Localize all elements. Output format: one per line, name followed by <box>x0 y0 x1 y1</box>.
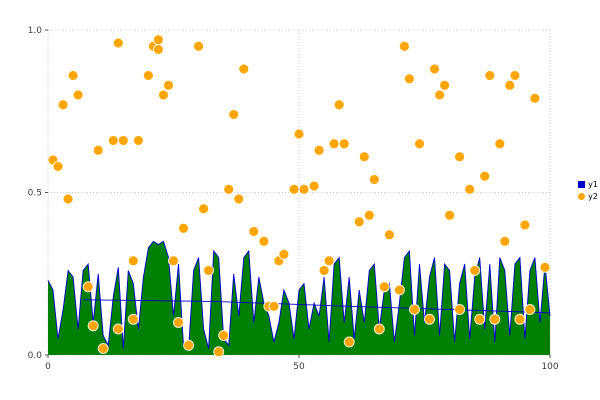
series-y2-scatter <box>47 34 551 358</box>
y-axis-ticks: 0.0 0.5 1.0 <box>28 26 48 361</box>
legend-label-y2: y2 <box>588 192 598 201</box>
x-tick-label: 0 <box>45 362 51 372</box>
legend-label-y1: y1 <box>588 180 598 189</box>
y-tick-label: 0.5 <box>28 189 42 199</box>
legend-item-y1: y1 <box>578 179 598 190</box>
legend-item-y2: y2 <box>578 191 598 202</box>
x-axis-ticks: 0 50 100 <box>45 355 559 372</box>
legend: y1 y2 <box>578 179 598 202</box>
x-tick-label: 100 <box>541 362 558 372</box>
y-tick-label: 1.0 <box>28 26 43 36</box>
overlay-trend-line <box>83 299 551 314</box>
x-tick-label: 50 <box>293 362 305 372</box>
y-tick-label: 0.0 <box>28 351 43 361</box>
legend-swatch-y2-dot <box>578 193 586 200</box>
series-y1-area <box>47 240 551 355</box>
legend-swatch-y1-square <box>578 181 586 188</box>
